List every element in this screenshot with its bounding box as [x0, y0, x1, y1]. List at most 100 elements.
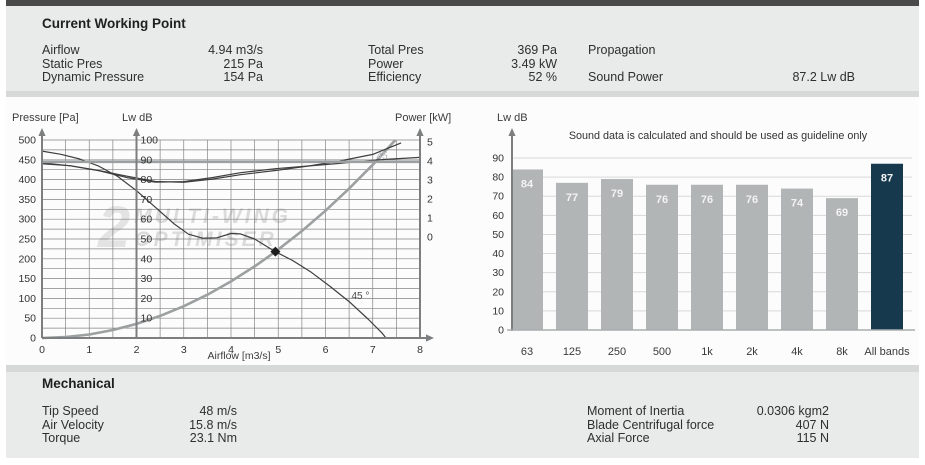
svg-text:100: 100: [141, 135, 159, 147]
svg-text:1: 1: [86, 344, 92, 356]
band-label: 1k: [701, 346, 713, 358]
svg-text:20: 20: [492, 286, 504, 298]
svg-text:2: 2: [134, 344, 140, 356]
svg-text:5: 5: [275, 344, 281, 356]
svg-text:6: 6: [323, 344, 329, 356]
sound-power-curve: [41, 156, 421, 183]
separator-top: [6, 91, 919, 97]
sound-power-value: 87.2 Lw dB: [792, 70, 855, 84]
svg-text:80: 80: [492, 172, 504, 184]
spectrum-bar-1k: [691, 184, 723, 330]
airflow-axis-title: Airflow [m3/s]: [207, 350, 271, 362]
svg-text:5: 5: [427, 137, 433, 149]
fan-pressure-curve: [41, 150, 387, 339]
working-point-marker: [270, 246, 281, 257]
svg-text:8: 8: [417, 344, 423, 356]
torque-value: 23.1 Nm: [189, 431, 237, 445]
moment-of-inertia-value: 0.0306 kgm2: [756, 404, 829, 418]
spectrum-bars: 84 77 79 76 76 76 74 69 87: [511, 163, 903, 330]
sound-power-label: Sound Power: [588, 70, 664, 84]
spectrum-bar-63: [511, 169, 543, 330]
bar-value-label: 74: [791, 198, 804, 210]
svg-text:80: 80: [141, 174, 153, 186]
svg-text:0: 0: [427, 232, 433, 244]
svg-text:7: 7: [370, 344, 376, 356]
svg-text:70: 70: [492, 191, 504, 203]
bar-value-label: 77: [566, 192, 578, 204]
fan-chart-axes: [41, 134, 430, 339]
svg-text:60: 60: [492, 210, 504, 222]
moment-of-inertia-label: Moment of Inertia: [587, 404, 685, 418]
band-label: 8k: [836, 346, 848, 358]
spectrum-bar-2k: [736, 184, 768, 330]
svg-text:250: 250: [18, 234, 36, 246]
bar-value-label: 76: [701, 194, 713, 206]
band-label: 2k: [746, 346, 758, 358]
svg-text:40: 40: [141, 253, 153, 265]
svg-text:200: 200: [18, 253, 36, 265]
svg-text:20: 20: [141, 293, 153, 305]
pressure-axis-title: Pressure [Pa]: [12, 112, 79, 124]
tip-speed-value: 48 m/s: [199, 404, 237, 418]
bar-value-label: 76: [656, 194, 668, 206]
spectrum-bar-8k: [826, 198, 858, 330]
svg-text:100: 100: [18, 293, 36, 305]
bar-value-label: 84: [521, 178, 534, 190]
propagation-label: Propagation: [588, 43, 656, 57]
band-label: 4k: [791, 346, 803, 358]
mechanical-title: Mechanical: [42, 376, 115, 391]
tip-speed-label: Tip Speed: [42, 404, 99, 418]
total-pres-value: 369 Pa: [517, 43, 557, 57]
air-velocity-label: Air Velocity: [42, 418, 104, 432]
air-velocity-value: 15.8 m/s: [189, 418, 237, 432]
angle-annotation: 45 °: [351, 291, 369, 302]
spectrum-bar-4k: [781, 188, 813, 330]
power-value: 3.49 kW: [511, 57, 557, 71]
spectrum-bar-500: [646, 184, 678, 330]
efficiency-label: Efficiency: [368, 70, 422, 84]
band-label: 63: [521, 346, 533, 358]
bar-value-label: 76: [746, 194, 758, 206]
svg-text:50: 50: [24, 313, 36, 325]
power-label: Power: [368, 57, 404, 71]
torque-label: Torque: [42, 431, 81, 445]
dynamic-pressure-value: 154 Pa: [223, 70, 263, 84]
band-label: 500: [653, 346, 671, 358]
fan-curve-and-spectrum-charts[interactable]: 0501001502002503003504004505001020304050…: [6, 97, 919, 365]
axis-arrows: [38, 128, 434, 342]
svg-text:30: 30: [141, 273, 153, 285]
power-axis-title: Power [kW]: [395, 112, 452, 124]
fan-chart-grid: [41, 139, 421, 339]
chart-area: Pressure [Pa] Lw dB Power [kW] Lw dB 2 M…: [6, 97, 919, 365]
spectrum-axis-title: Lw dB: [497, 112, 528, 124]
blade-centrifugal-force-value: 407 N: [795, 418, 829, 432]
svg-text:3: 3: [427, 175, 433, 187]
system-resistance-curve: [41, 139, 397, 340]
efficiency-value: 52 %: [528, 70, 558, 84]
band-label: All bands: [864, 346, 910, 358]
svg-text:0: 0: [39, 344, 45, 356]
airflow-label: Airflow: [42, 43, 80, 57]
svg-text:300: 300: [18, 214, 36, 226]
svg-text:40: 40: [492, 248, 504, 260]
dynamic-pressure-label: Dynamic Pressure: [42, 70, 145, 84]
svg-text:50: 50: [492, 229, 504, 241]
working-point-panel: Current Working Point Airflow Static Pre…: [6, 6, 919, 91]
band-label: 125: [563, 346, 581, 358]
watermark-logo: 2: [98, 195, 131, 260]
window-top-bar: [6, 0, 919, 6]
svg-text:90: 90: [492, 153, 504, 165]
svg-text:60: 60: [141, 214, 153, 226]
spectrum-bar-All bands: [871, 163, 903, 330]
svg-text:150: 150: [18, 273, 36, 285]
band-label: 250: [608, 346, 626, 358]
total-pres-label: Total Pres: [368, 43, 424, 57]
fan-chart-series: [41, 139, 421, 340]
svg-text:90: 90: [141, 154, 153, 166]
spectrum-bar-250: [601, 179, 633, 330]
lw-axis-title: Lw dB: [122, 112, 153, 124]
mechanical-panel: Mechanical Tip Speed Air Velocity Torque…: [6, 372, 919, 458]
svg-text:350: 350: [18, 194, 36, 206]
svg-text:0: 0: [30, 333, 36, 345]
bar-value-label: 79: [611, 188, 623, 200]
